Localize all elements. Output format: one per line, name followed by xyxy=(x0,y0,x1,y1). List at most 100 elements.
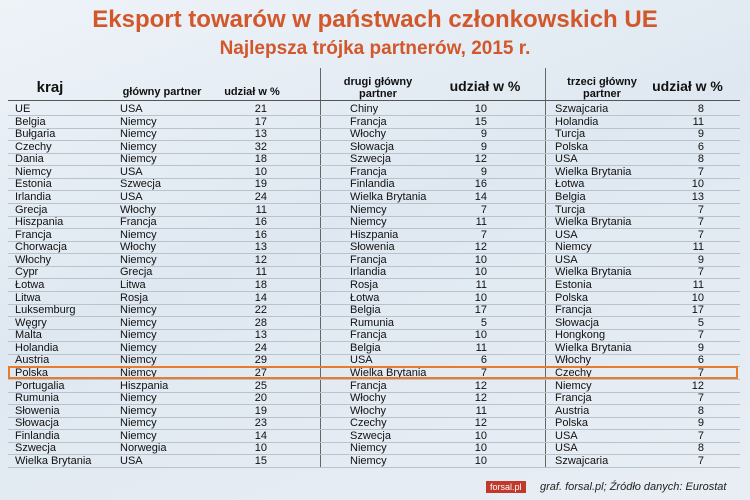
country: Grecja xyxy=(15,203,48,216)
row-rule xyxy=(8,290,740,292)
share-value: 10 xyxy=(474,291,487,304)
partner: Turcja xyxy=(555,128,586,141)
share-value: 6 xyxy=(697,354,704,367)
share-value: 7 xyxy=(480,203,487,216)
share-value: 12 xyxy=(474,379,487,392)
share-value: 7 xyxy=(697,266,704,279)
column-header: udział w % xyxy=(449,78,521,94)
country: Francja xyxy=(15,228,52,241)
partner: Słowacja xyxy=(350,140,395,153)
partner: Holandia xyxy=(555,115,599,128)
partner: Niemcy xyxy=(120,341,157,354)
share-value: 19 xyxy=(254,404,267,417)
partner: Norwegia xyxy=(120,442,167,455)
partner: Polska xyxy=(555,291,589,304)
partner: Francja xyxy=(555,304,592,317)
country: Dania xyxy=(15,153,44,166)
share-value: 17 xyxy=(474,304,487,317)
partner: Niemcy xyxy=(120,253,157,266)
country: Luksemburg xyxy=(15,304,76,317)
column-separator xyxy=(320,68,321,468)
partner: Włochy xyxy=(350,128,387,141)
share-value: 8 xyxy=(697,404,704,417)
share-value: 27 xyxy=(254,366,267,379)
partner: Francja xyxy=(350,253,387,266)
share-value: 32 xyxy=(254,140,267,153)
partner: USA xyxy=(350,354,373,367)
share-value: 11 xyxy=(255,266,267,279)
partner: Irlandia xyxy=(350,266,387,279)
row-rule xyxy=(8,316,740,318)
country: Wielka Brytania xyxy=(15,454,92,467)
share-value: 12 xyxy=(474,241,487,254)
row-rule xyxy=(8,404,740,406)
column-header: kraj xyxy=(36,79,64,96)
partner: Estonia xyxy=(555,278,592,291)
partner: Niemcy xyxy=(350,203,387,216)
share-value: 10 xyxy=(474,253,487,266)
partner: Polska xyxy=(555,417,589,430)
row-rule xyxy=(8,328,740,330)
partner: Francja xyxy=(555,392,592,405)
country: Słowenia xyxy=(15,404,60,417)
share-value: 10 xyxy=(474,103,487,115)
share-value: 11 xyxy=(692,278,704,291)
share-value: 24 xyxy=(254,190,267,203)
share-value: 12 xyxy=(474,392,487,405)
partner: Wielka Brytania xyxy=(555,165,632,178)
country: UE xyxy=(15,103,31,115)
partner: USA xyxy=(120,454,143,467)
partner: USA xyxy=(555,442,578,455)
row-rule xyxy=(8,115,740,116)
partner: Niemcy xyxy=(120,392,157,405)
partner: Niemcy xyxy=(120,366,157,379)
row-rule xyxy=(8,416,740,418)
row-rule xyxy=(8,240,740,242)
title: Eksport towarów w państwach członkowskic… xyxy=(92,6,658,33)
share-value: 9 xyxy=(480,140,487,153)
share-value: 13 xyxy=(691,190,704,203)
share-value: 29 xyxy=(254,354,267,367)
partner: Rosja xyxy=(350,278,379,291)
partner: Szwecja xyxy=(120,178,161,191)
share-value: 9 xyxy=(480,128,487,141)
country: Niemcy xyxy=(15,165,52,178)
partner: Włochy xyxy=(555,354,592,367)
country: Cypr xyxy=(15,266,39,279)
source-note: graf. forsal.pl; Źródło danych: Eurostat xyxy=(540,481,727,493)
country: Irlandia xyxy=(15,190,52,203)
share-value: 6 xyxy=(480,354,487,367)
partner: Łotwa xyxy=(350,291,380,304)
row-rule xyxy=(8,253,740,255)
partner: Włochy xyxy=(120,241,157,254)
share-value: 8 xyxy=(697,153,704,166)
column-header: główny partner xyxy=(122,86,202,98)
share-value: 9 xyxy=(697,341,704,354)
row-rule xyxy=(8,454,740,456)
share-value: 7 xyxy=(697,165,704,178)
country: Węgry xyxy=(15,316,47,329)
share-value: 9 xyxy=(697,253,704,266)
share-value: 16 xyxy=(254,228,267,241)
country: Litwa xyxy=(15,291,41,304)
share-value: 7 xyxy=(697,228,704,241)
row-rule xyxy=(8,341,740,343)
share-value: 10 xyxy=(474,454,487,467)
share-value: 10 xyxy=(691,291,704,304)
row-rule xyxy=(8,177,740,179)
country: Łotwa xyxy=(15,278,45,291)
partner: Niemcy xyxy=(120,429,157,442)
country: Portugalia xyxy=(15,379,65,392)
partner: Wielka Brytania xyxy=(555,341,632,354)
row-rule xyxy=(8,303,740,305)
partner: Czechy xyxy=(350,417,387,430)
country: Włochy xyxy=(15,253,52,266)
country: Bułgaria xyxy=(15,128,56,141)
country: Estonia xyxy=(15,178,52,191)
share-value: 7 xyxy=(480,366,487,379)
share-value: 18 xyxy=(254,278,267,291)
share-value: 11 xyxy=(692,115,704,128)
logo: forsal.pl xyxy=(486,481,526,493)
partner: Włochy xyxy=(120,203,157,216)
share-value: 11 xyxy=(692,241,704,254)
